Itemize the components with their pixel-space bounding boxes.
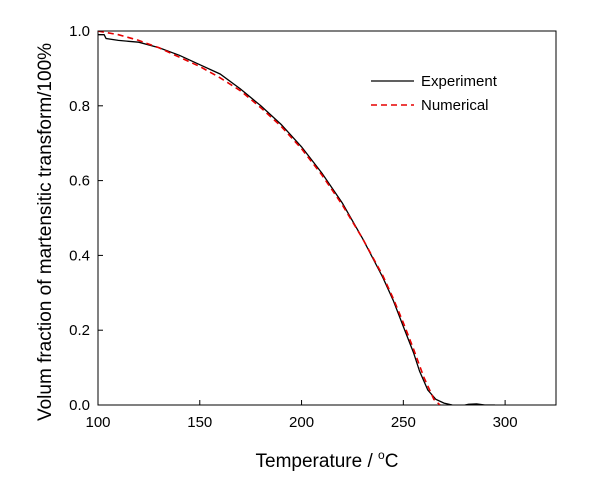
- series-line-numerical: [98, 31, 441, 405]
- x-axis-label: Temperature / oC: [256, 448, 399, 472]
- x-axis-label-degree: o: [378, 448, 385, 462]
- x-axis-label-text: Temperature /: [256, 451, 379, 472]
- y-axis-label: Volum fraction of martensitic transform/…: [35, 43, 56, 421]
- y-tick-label: 0.4: [69, 247, 90, 264]
- x-tick-label: 200: [289, 414, 314, 431]
- plot-frame: [97, 30, 557, 406]
- legend-label-experiment: Experiment: [421, 73, 498, 90]
- y-tick-label: 0.0: [69, 397, 90, 414]
- x-tick-label: 300: [493, 414, 518, 431]
- y-tick-label: 0.2: [69, 322, 90, 339]
- x-tick-label: 150: [187, 414, 212, 431]
- y-tick-label: 1.0: [69, 23, 90, 40]
- x-tick-label: 250: [391, 414, 416, 431]
- y-tick-label: 0.6: [69, 173, 90, 190]
- x-axis-label-unit: C: [385, 451, 399, 472]
- y-tick-label: 0.8: [69, 98, 90, 115]
- series-line-experiment: [98, 34, 495, 405]
- x-tick-label: 100: [85, 414, 110, 431]
- legend-label-numerical: Numerical: [421, 97, 489, 114]
